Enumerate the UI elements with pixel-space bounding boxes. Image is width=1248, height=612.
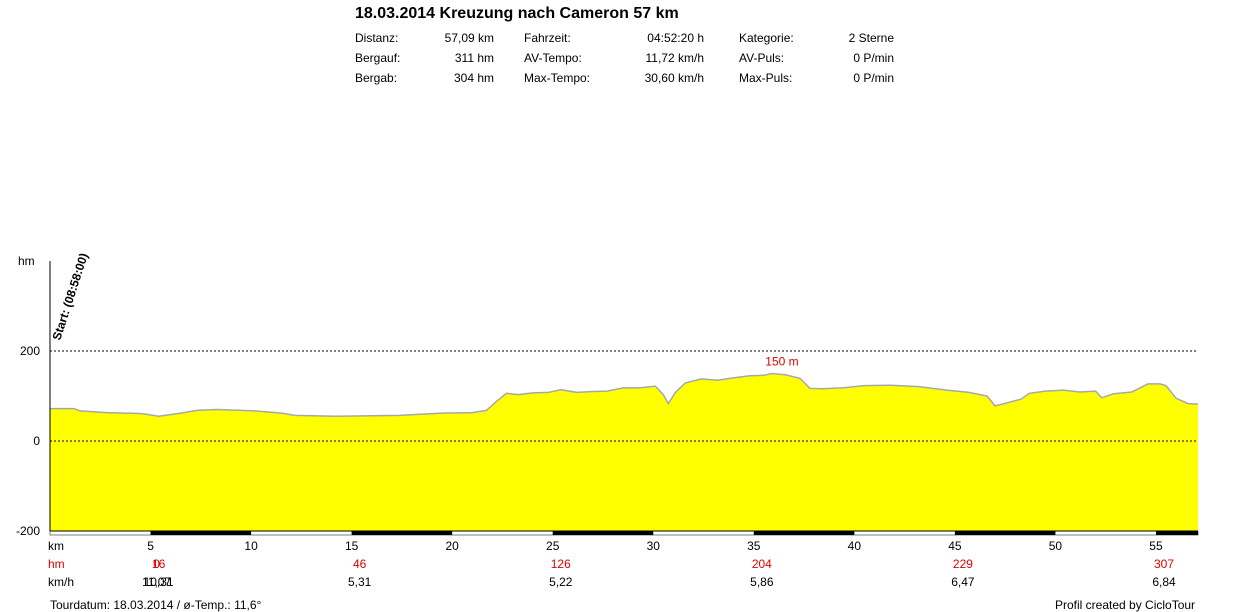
stat-value-descent: 304 hm: [453, 71, 494, 85]
speed-row-value: 5,31: [348, 575, 372, 589]
y-tick-0: 0: [33, 434, 40, 448]
stat-label-ascent: Bergauf:: [355, 51, 401, 65]
stat-value-duration: 04:52:20 h: [647, 31, 704, 45]
start-time-label: Start: (08:58:00): [50, 251, 91, 342]
max-elevation-label: 150 m: [765, 355, 798, 369]
scale-block-25: [552, 531, 654, 535]
stat-value-max-pulse: 0 P/min: [853, 71, 894, 85]
stat-value-avg-speed: 11,72 km/h: [645, 51, 704, 65]
km-row-label: km: [48, 539, 64, 553]
scale-block-45: [954, 531, 1056, 535]
stat-label-avg-speed: AV-Tempo:: [524, 51, 582, 65]
axis-layer: [49, 261, 1199, 536]
scale-block-35: [753, 531, 855, 535]
stat-value-ascent: 311 hm: [454, 51, 494, 65]
stat-label-max-speed: Max-Tempo:: [524, 71, 591, 85]
x-tick-40: 40: [848, 539, 862, 553]
speed-row-value: 5,22: [549, 575, 573, 589]
stat-label-category: Kategorie:: [739, 31, 794, 45]
scale-block-15: [351, 531, 453, 535]
speed-row-value: 11,07: [142, 575, 171, 589]
stat-value-category: 2 Sterne: [848, 31, 894, 45]
x-tick-55: 55: [1149, 539, 1163, 553]
y-tick--200: -200: [16, 524, 40, 538]
stat-label-distance: Distanz:: [355, 31, 399, 45]
scale-bar-frame: [49, 530, 1199, 536]
x-tick-20: 20: [445, 539, 459, 553]
grid-layer: [50, 350, 1198, 442]
x-tick-25: 25: [546, 539, 560, 553]
speed-row-value: 5,86: [750, 575, 774, 589]
speed-row-value: 6,47: [951, 575, 975, 589]
x-tick-50: 50: [1049, 539, 1063, 553]
hm-row-value: 46: [353, 557, 367, 571]
stat-label-duration: Fahrzeit:: [524, 31, 571, 45]
scale-block-55: [1155, 531, 1198, 535]
elevation-line: [50, 372, 1199, 418]
speed-row-value: 6,84: [1152, 575, 1176, 589]
x-tick-10: 10: [244, 539, 258, 553]
hm-row-label: hm: [48, 557, 65, 571]
hm-row-value: 204: [752, 557, 772, 571]
speed-row-label: km/h: [48, 575, 74, 589]
stat-label-max-pulse: Max-Puls:: [739, 71, 793, 85]
stat-value-avg-pulse: 0 P/min: [853, 51, 894, 65]
hm-row-value: 307: [1154, 557, 1174, 571]
y-axis-label: hm: [18, 254, 35, 268]
stat-value-max-speed: 30,60 km/h: [644, 71, 704, 85]
y-tick-200: 200: [20, 344, 40, 358]
hm-row-value: 229: [953, 557, 973, 571]
hm-row-value: 16: [152, 557, 166, 571]
stat-label-descent: Bergab:: [355, 71, 398, 85]
x-tick-5: 5: [147, 539, 154, 553]
chart-title: 18.03.2014 Kreuzung nach Cameron 57 km: [355, 5, 679, 22]
elevation-area: [50, 373, 1198, 531]
x-tick-35: 35: [747, 539, 761, 553]
x-tick-45: 45: [948, 539, 962, 553]
speed-row-value: 10,31: [144, 575, 174, 589]
area-layer: [50, 372, 1199, 531]
stat-value-distance: 57,09 km: [444, 31, 494, 45]
hm-row-value: 0: [153, 557, 160, 571]
footer-tour-info: Tourdatum: 18.03.2014 / ø-Temp.: 11,6°: [50, 598, 262, 612]
x-tick-15: 15: [345, 539, 359, 553]
x-tick-30: 30: [647, 539, 661, 553]
scale-block-5: [150, 531, 252, 535]
footer-credit: Profil created by CicloTour: [1055, 598, 1196, 612]
stat-label-avg-pulse: AV-Puls:: [739, 51, 785, 65]
hm-row-value: 126: [551, 557, 571, 571]
